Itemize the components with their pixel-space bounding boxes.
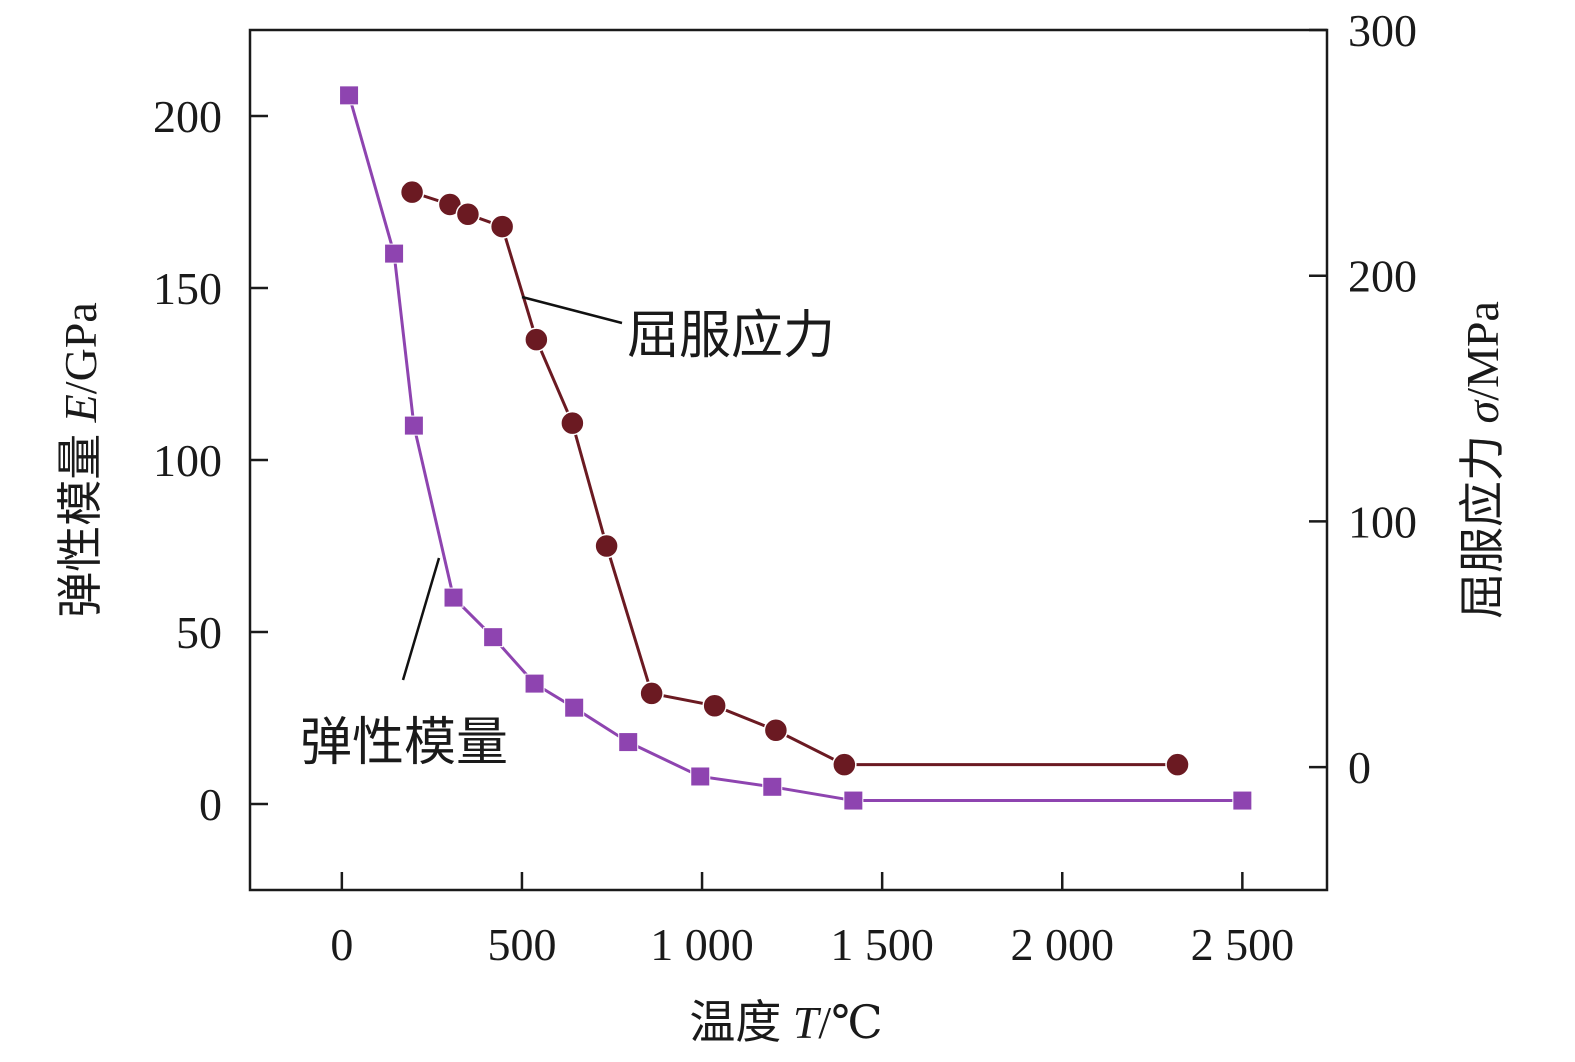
x-tick-label: 1 500 bbox=[830, 919, 934, 970]
y-right-axis-title-symbol: σ bbox=[1457, 398, 1508, 423]
data-point bbox=[762, 776, 783, 797]
annotation-elastic-modulus-leader bbox=[401, 557, 441, 681]
data-point bbox=[483, 627, 504, 648]
data-point bbox=[560, 410, 585, 436]
x-axis-title-text: 温度 bbox=[689, 997, 793, 1048]
y-left-axis-title: 弹性模量 E/GPa bbox=[55, 302, 106, 618]
data-point bbox=[399, 179, 425, 205]
data-point bbox=[1232, 790, 1253, 811]
data-point bbox=[455, 202, 481, 227]
y-right-axis-title: 屈服应力 σ/MPa bbox=[1457, 301, 1508, 619]
data-point bbox=[524, 327, 549, 352]
y-left-axis-title-unit: /GPa bbox=[55, 302, 106, 394]
y-left-tick-label: 50 bbox=[176, 607, 222, 658]
y-left-tick-label: 0 bbox=[199, 779, 222, 830]
x-tick-label: 1 000 bbox=[650, 919, 754, 970]
axes: 0 500 1 000 1 500 2 000 2 500 0 50 100 150 200 0 100… bbox=[55, 5, 1508, 1048]
annotation-elastic-modulus: 弹性模量 bbox=[300, 715, 508, 772]
data-point bbox=[702, 693, 727, 718]
y-right-tick-label: 100 bbox=[1348, 496, 1417, 547]
data-point bbox=[403, 415, 424, 436]
x-tick-label: 0 bbox=[330, 919, 353, 970]
x-axis-title: 温度 T/℃ bbox=[689, 997, 882, 1048]
x-tick-label: 500 bbox=[487, 919, 556, 970]
y-right-tick-label: 300 bbox=[1348, 5, 1417, 56]
data-point bbox=[384, 243, 405, 264]
x-tick-label: 2 500 bbox=[1191, 919, 1295, 970]
y-left-axis-title-text: 弹性模量 bbox=[55, 422, 106, 618]
data-point bbox=[843, 790, 864, 811]
annotation-yield-stress-leader bbox=[521, 295, 623, 325]
series-1 bbox=[339, 85, 1253, 811]
y-left-tick-label: 150 bbox=[153, 263, 222, 314]
y-right-axis-title-unit: /MPa bbox=[1457, 301, 1508, 401]
data-point bbox=[690, 766, 711, 787]
series-1-line bbox=[347, 94, 1243, 803]
x-axis-title-unit: /℃ bbox=[818, 997, 882, 1048]
annotation-yield-stress: 屈服应力 bbox=[627, 308, 835, 365]
data-point bbox=[339, 85, 360, 106]
y-right-axis-title-text: 屈服应力 bbox=[1457, 423, 1508, 619]
data-point bbox=[443, 587, 464, 608]
x-axis-title-symbol: T bbox=[793, 997, 822, 1048]
series-2 bbox=[399, 179, 1190, 777]
data-point bbox=[524, 673, 545, 694]
annotations: 屈服应力 弹性模量 bbox=[300, 295, 835, 772]
y-right-tick-label: 0 bbox=[1348, 742, 1371, 793]
series-layer bbox=[339, 85, 1253, 811]
x-tick-label: 2 000 bbox=[1011, 919, 1115, 970]
data-point bbox=[832, 752, 857, 777]
y-left-tick-label: 100 bbox=[153, 435, 222, 486]
data-point bbox=[594, 533, 619, 559]
data-point bbox=[564, 697, 585, 718]
data-point bbox=[763, 718, 789, 743]
data-point bbox=[639, 681, 664, 706]
y-left-tick-label: 200 bbox=[153, 91, 222, 142]
y-left-axis-title-symbol: E bbox=[55, 394, 106, 423]
data-point bbox=[1165, 752, 1190, 777]
data-point bbox=[489, 214, 515, 239]
data-point bbox=[618, 732, 639, 753]
y-right-tick-label: 200 bbox=[1348, 251, 1417, 302]
